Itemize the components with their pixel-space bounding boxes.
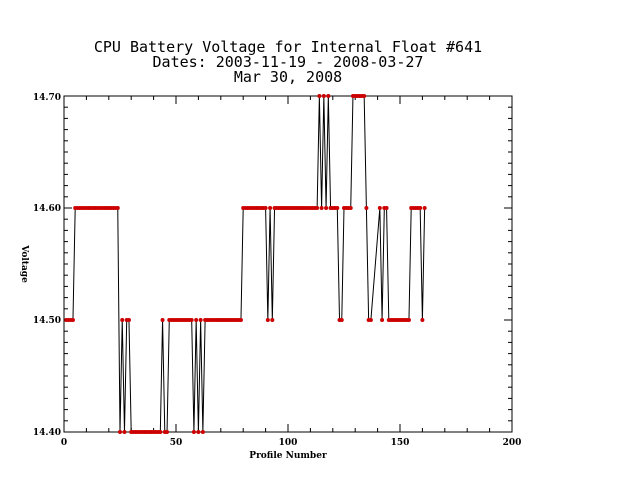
data-point [380,318,385,322]
y-tick-label: 14.40 [33,428,61,438]
x-tick-label: 200 [503,438,522,448]
data-point [270,318,275,322]
y-tick-label: 14.50 [33,316,61,326]
data-point [238,318,243,322]
series-line [66,95,426,433]
y-tick-label: 14.70 [33,93,61,103]
x-tick-label: 0 [61,438,67,448]
data-point [126,318,131,322]
x-tick-label: 50 [170,438,183,448]
data-point [115,206,120,210]
data-point [422,206,427,210]
data-point [339,318,344,322]
x-tick-label: 150 [391,438,410,448]
data-point [384,206,389,210]
data-point [406,318,411,322]
data-point [263,206,268,210]
data-point [335,206,340,210]
data-point [198,318,203,322]
data-point [418,206,423,210]
chart-title-line-3: Mar 30, 2008 [234,68,342,86]
data-point [326,94,331,98]
data-point [191,430,196,434]
data-point [319,206,324,210]
data-point [364,206,369,210]
data-point [70,318,75,322]
data-point [315,206,320,210]
data-point [377,206,382,210]
plot-area [64,94,427,434]
data-point [362,94,367,98]
plot-frame [63,95,513,433]
axis-ticks [63,95,513,433]
data-point [324,206,329,210]
data-point [196,430,201,434]
y-tick-label: 14.60 [33,204,61,214]
data-point [268,206,273,210]
data-point [368,318,373,322]
data-point [200,430,205,434]
data-point [120,318,125,322]
x-axis-label: Profile Number [249,451,327,461]
data-point [160,318,165,322]
data-point [321,94,326,98]
chart-title-line-2: Dates: 2003-11-19 - 2008-03-27 [153,53,424,71]
chart-title-line-1: CPU Battery Voltage for Internal Float #… [94,38,482,56]
data-point [165,430,170,434]
data-point [317,94,322,98]
data-point [158,430,163,434]
data-point [348,206,353,210]
data-point [118,430,122,434]
data-point [420,318,425,322]
x-tick-label: 100 [279,438,298,448]
y-axis-label: Voltage [19,244,29,283]
data-point [265,318,270,322]
data-point [189,318,194,322]
data-point [194,318,199,322]
data-point [122,430,127,434]
